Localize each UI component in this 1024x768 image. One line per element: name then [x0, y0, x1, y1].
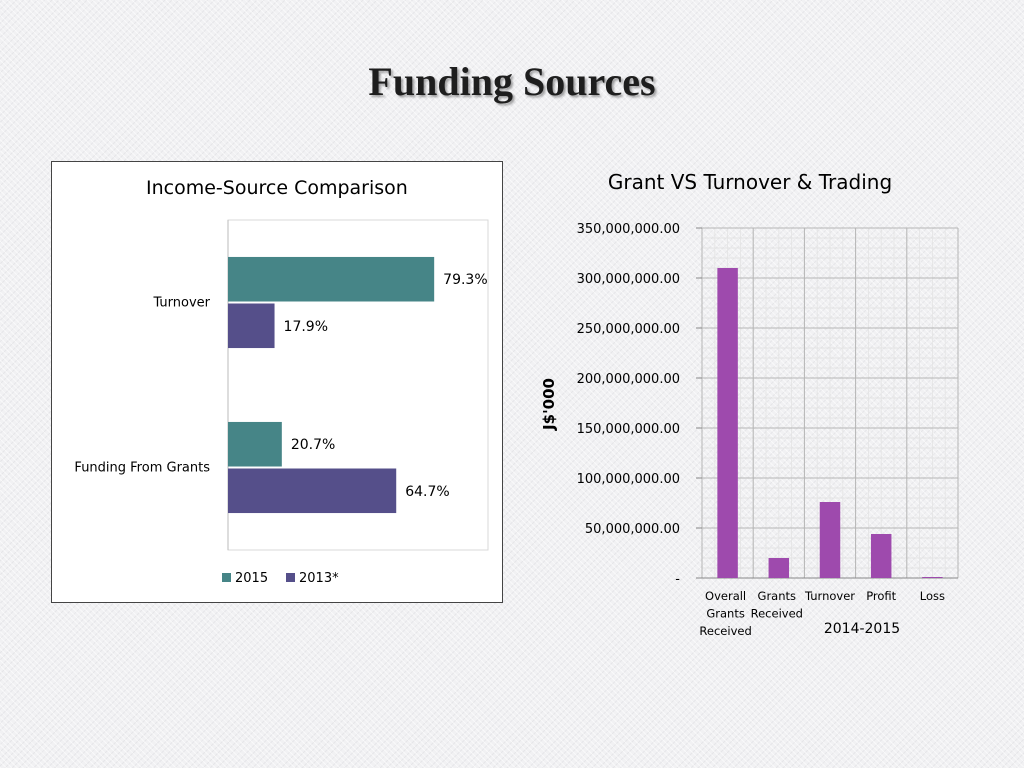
bar-4 — [922, 577, 943, 578]
legend-label: 2013* — [299, 571, 339, 586]
x-tick-label: Loss — [920, 589, 945, 603]
y-axis-title: J$'000 — [540, 378, 558, 431]
chart-title: Grant VS Turnover & Trading — [608, 170, 892, 194]
y-tick-label: 200,000,000.00 — [577, 372, 680, 387]
y-tick-label: 250,000,000.00 — [577, 322, 680, 337]
bar-0 — [717, 268, 738, 578]
y-tick-label: 50,000,000.00 — [585, 522, 680, 537]
data-label: 17.9% — [284, 319, 328, 335]
bar-2013-0 — [228, 303, 275, 349]
x-tick-label: Received — [751, 607, 803, 621]
data-label: 64.7% — [405, 484, 449, 500]
data-label: 79.3% — [443, 272, 487, 288]
legend-swatch — [222, 573, 231, 582]
grant-turnover-svg: Grant VS Turnover & Trading - 50,000,000.0… — [540, 170, 959, 638]
x-tick-label: Grants — [706, 607, 744, 621]
y-tick-label: 150,000,000.00 — [577, 422, 680, 437]
x-axis-title: 2014-2015 — [824, 621, 900, 637]
category-label: Turnover — [152, 296, 210, 311]
bar-2015-1 — [228, 421, 282, 467]
category-label: Funding From Grants — [74, 461, 210, 476]
bar-2015-0 — [228, 256, 435, 302]
y-tick-label: 300,000,000.00 — [577, 272, 680, 287]
bar-3 — [870, 534, 892, 578]
y-tick-label: - — [675, 572, 680, 587]
x-tick-label: Turnover — [804, 589, 855, 603]
bar-1 — [768, 558, 790, 578]
x-tick-label: Profit — [866, 589, 896, 603]
income-source-chart: Income-Source Comparison Turnover 79.3% 17.… — [51, 161, 503, 603]
y-tick-label: 100,000,000.00 — [577, 472, 680, 487]
y-tick-label: 350,000,000.00 — [577, 222, 680, 237]
bar-2013-1 — [228, 468, 397, 514]
chart-title: Income-Source Comparison — [146, 177, 408, 199]
x-tick-label: Overall — [705, 589, 746, 603]
legend-swatch — [286, 573, 295, 582]
data-label: 20.7% — [291, 437, 335, 453]
grant-turnover-chart: Grant VS Turnover & Trading - 50,000,000.0… — [530, 160, 970, 650]
legend-label: 2015 — [235, 571, 268, 586]
slide-title: Funding Sources — [368, 59, 656, 104]
x-tick-label: Grants — [758, 589, 796, 603]
income-source-svg: Income-Source Comparison Turnover 79.3% 17.… — [74, 177, 489, 586]
x-tick-label: Received — [699, 624, 751, 638]
bar-2 — [819, 502, 841, 578]
